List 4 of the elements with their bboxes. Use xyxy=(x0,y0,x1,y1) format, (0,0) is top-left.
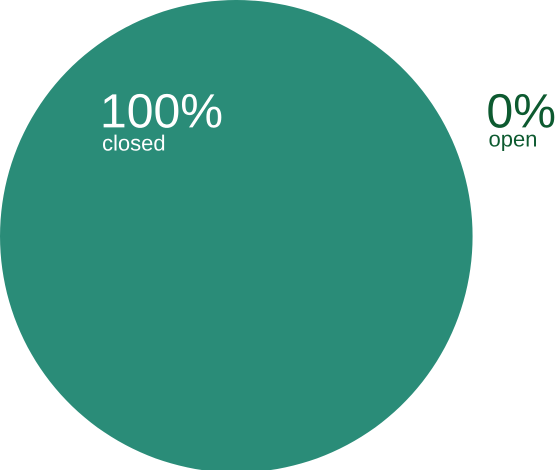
slice-label: closed xyxy=(103,134,164,151)
text: 0% xyxy=(488,94,554,128)
category-label: open xyxy=(489,134,536,151)
data-label: 100% xyxy=(104,94,222,128)
